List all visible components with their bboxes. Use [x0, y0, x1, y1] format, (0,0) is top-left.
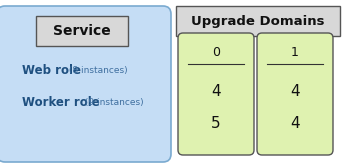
- Text: Service: Service: [53, 24, 111, 38]
- FancyBboxPatch shape: [176, 6, 340, 36]
- Text: 4: 4: [290, 84, 300, 99]
- Text: Upgrade Domains: Upgrade Domains: [191, 14, 325, 28]
- Text: Web role: Web role: [22, 64, 81, 77]
- FancyBboxPatch shape: [178, 33, 254, 155]
- FancyBboxPatch shape: [257, 33, 333, 155]
- Text: 5: 5: [211, 117, 221, 131]
- Text: Worker role: Worker role: [22, 95, 100, 109]
- FancyBboxPatch shape: [0, 6, 171, 162]
- Text: 4: 4: [290, 117, 300, 131]
- Text: (8 instances): (8 instances): [66, 66, 128, 75]
- Text: (9 instances): (9 instances): [82, 97, 144, 107]
- FancyBboxPatch shape: [36, 16, 128, 46]
- Text: 4: 4: [211, 84, 221, 99]
- Text: 0: 0: [212, 46, 220, 59]
- Text: 1: 1: [291, 46, 299, 59]
